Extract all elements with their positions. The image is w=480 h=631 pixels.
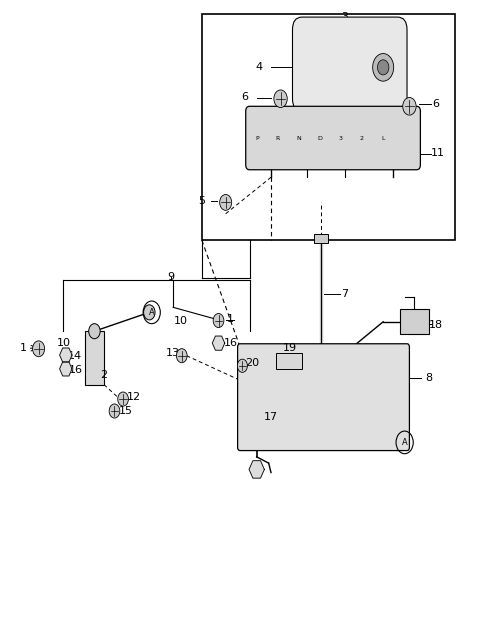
Text: 5: 5 [198,196,205,206]
Bar [276,353,302,369]
Text: 8: 8 [425,374,432,383]
Polygon shape [212,336,225,350]
Bar [85,331,104,385]
Text: A: A [149,308,155,317]
Text: 6: 6 [432,100,439,109]
Text: 18: 18 [429,320,443,330]
Text: 13: 13 [166,348,180,358]
Circle shape [403,98,416,115]
Text: 14: 14 [68,351,83,362]
Text: 12: 12 [127,392,141,402]
Text: 10: 10 [57,338,71,348]
Text: 11: 11 [431,148,445,158]
Circle shape [220,194,232,210]
Circle shape [274,90,287,107]
Circle shape [89,324,100,339]
Circle shape [213,314,224,327]
Text: 15: 15 [119,406,132,416]
Polygon shape [249,461,264,478]
Text: 1: 1 [19,343,26,353]
Bar [202,14,455,240]
Bar [314,234,328,244]
Text: L: L [381,136,384,141]
Text: 16: 16 [224,338,238,348]
Text: P: P [255,136,259,141]
Text: 9: 9 [167,271,174,281]
Circle shape [372,54,394,81]
Polygon shape [60,362,72,376]
Text: 6: 6 [241,92,248,102]
Circle shape [118,392,129,406]
Text: 2: 2 [360,136,364,141]
Text: 7: 7 [341,288,348,298]
Text: 1: 1 [227,314,234,324]
FancyBboxPatch shape [238,344,409,451]
Circle shape [238,359,247,372]
Text: 20: 20 [245,358,259,369]
Text: A: A [402,438,408,447]
Text: 19: 19 [283,343,297,353]
Text: 4: 4 [255,62,263,73]
Circle shape [144,305,155,320]
FancyBboxPatch shape [292,17,407,111]
Circle shape [377,60,389,75]
Text: N: N [296,136,301,141]
Text: 16: 16 [68,365,83,375]
Circle shape [177,349,187,363]
Circle shape [33,341,45,357]
Text: 3: 3 [341,12,348,22]
Text: D: D [317,136,322,141]
Text: 10: 10 [173,316,187,326]
Bar [400,309,429,334]
Text: 2: 2 [100,370,108,380]
Circle shape [109,404,120,418]
Text: 3: 3 [339,136,343,141]
FancyBboxPatch shape [246,106,420,170]
Polygon shape [60,348,72,362]
Text: R: R [276,136,280,141]
Text: 17: 17 [264,412,278,422]
